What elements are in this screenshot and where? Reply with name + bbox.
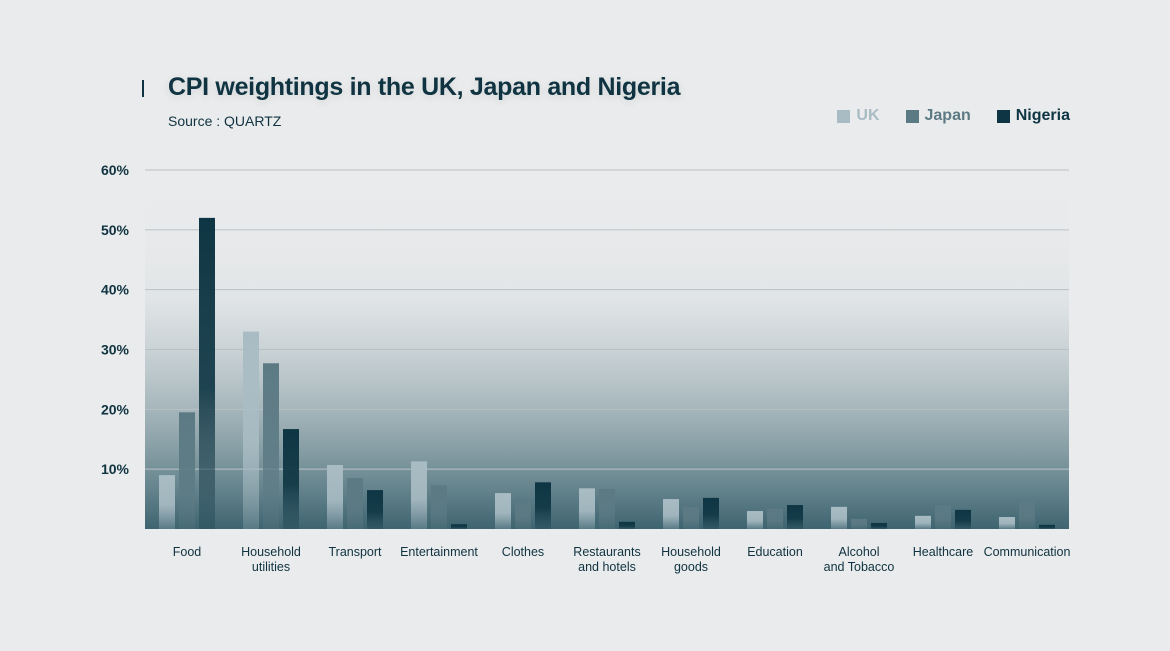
bar-japan[interactable] <box>767 508 783 529</box>
bar-uk[interactable] <box>411 461 427 529</box>
bar-nigeria[interactable] <box>283 429 299 529</box>
chart-title: CPI weightings in the UK, Japan and Nige… <box>168 73 681 101</box>
x-tick-label: Household goods <box>661 545 721 574</box>
bar-nigeria[interactable] <box>199 217 215 529</box>
bar-japan[interactable] <box>179 412 195 529</box>
x-tick-label: Education <box>747 545 803 559</box>
bar-japan[interactable] <box>431 485 447 529</box>
bar-uk[interactable] <box>579 488 595 529</box>
x-tick-label: Communication <box>984 545 1071 559</box>
y-tick-label: 40% <box>101 282 130 298</box>
bar-uk[interactable] <box>915 515 931 529</box>
bar-uk[interactable] <box>495 493 511 529</box>
x-tick-label: Healthcare <box>913 545 973 559</box>
y-tick-label: 10% <box>101 461 130 477</box>
title-accent-bar <box>142 80 144 97</box>
bar-japan[interactable] <box>1019 499 1035 529</box>
x-tick-label: Alcohol and Tobacco <box>824 545 895 574</box>
bar-nigeria[interactable] <box>703 497 719 529</box>
bar-nigeria[interactable] <box>619 521 635 529</box>
legend: UK Japan Nigeria <box>837 107 1070 125</box>
x-tick-label: Entertainment <box>400 545 478 559</box>
y-tick-label: 30% <box>101 342 130 358</box>
y-tick-label: 60% <box>101 162 130 178</box>
chart-source: Source : QUARTZ <box>168 113 282 129</box>
bar-nigeria[interactable] <box>871 523 887 529</box>
bar-japan[interactable] <box>347 478 363 529</box>
legend-item-nigeria[interactable]: Nigeria <box>996 107 1070 125</box>
bar-nigeria[interactable] <box>955 509 971 529</box>
legend-item-uk[interactable]: UK <box>837 107 880 125</box>
bar-japan[interactable] <box>851 518 867 529</box>
x-tick-label: Restaurants and hotels <box>573 545 640 574</box>
legend-label-japan: Japan <box>924 107 971 124</box>
bar-japan[interactable] <box>599 488 615 529</box>
legend-swatch-japan <box>905 109 919 123</box>
bar-nigeria[interactable] <box>451 524 467 529</box>
bar-japan[interactable] <box>515 502 531 529</box>
bar-japan[interactable] <box>935 505 951 529</box>
y-tick-label: 50% <box>101 222 130 238</box>
legend-item-japan[interactable]: Japan <box>905 107 971 125</box>
bar-uk[interactable] <box>999 517 1015 529</box>
bar-uk[interactable] <box>243 331 259 529</box>
legend-swatch-uk <box>837 109 851 123</box>
x-tick-label: Clothes <box>502 545 544 559</box>
bar-uk[interactable] <box>747 511 763 529</box>
bar-uk[interactable] <box>327 464 343 529</box>
x-tick-label: Household utilities <box>241 545 301 574</box>
x-tick-label: Food <box>173 545 202 559</box>
bar-nigeria[interactable] <box>787 505 803 529</box>
bar-japan[interactable] <box>683 506 699 529</box>
legend-label-nigeria: Nigeria <box>1015 107 1070 124</box>
bar-uk[interactable] <box>831 506 847 529</box>
bar-uk[interactable] <box>663 499 679 529</box>
x-tick-label: Transport <box>328 545 382 559</box>
y-tick-label: 20% <box>101 401 130 417</box>
legend-label-uk: UK <box>856 107 880 124</box>
bar-nigeria[interactable] <box>1039 524 1055 529</box>
bar-nigeria[interactable] <box>535 482 551 529</box>
bar-japan[interactable] <box>263 363 279 529</box>
legend-swatch-nigeria <box>996 109 1010 123</box>
bar-uk[interactable] <box>159 475 175 529</box>
bar-nigeria[interactable] <box>367 490 383 529</box>
